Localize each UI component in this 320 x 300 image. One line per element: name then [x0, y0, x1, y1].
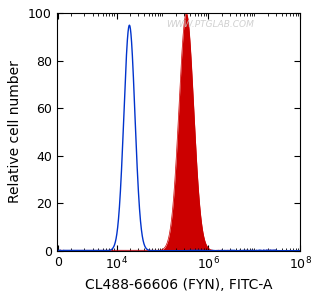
- Text: WWW.PTGLAB.COM: WWW.PTGLAB.COM: [166, 20, 254, 29]
- Y-axis label: Relative cell number: Relative cell number: [8, 61, 22, 203]
- X-axis label: CL488-66606 (FYN), FITC-A: CL488-66606 (FYN), FITC-A: [84, 278, 272, 292]
